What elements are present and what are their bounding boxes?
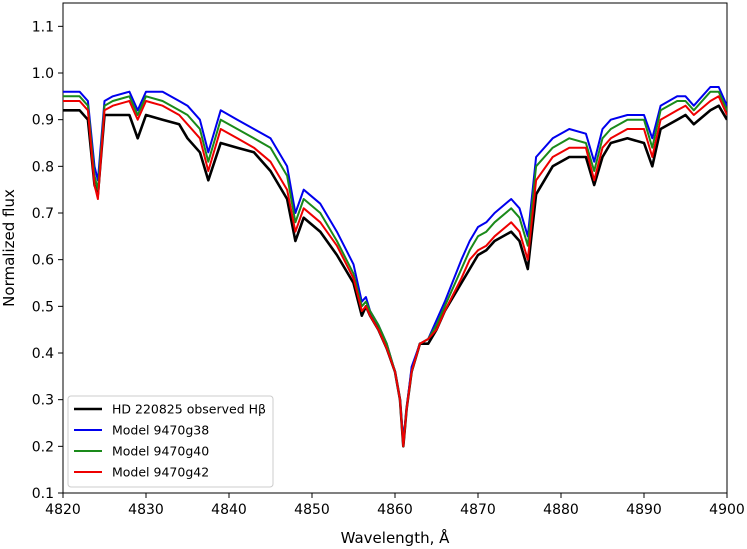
y-tick-label: 1.1 — [32, 19, 54, 35]
x-axis-ticks: 4820 4830 4840 4850 4860 4870 4880 4890 4900 — [45, 493, 745, 518]
series-line-3 — [63, 90, 727, 448]
x-tick-label: 4860 — [377, 502, 413, 518]
x-tick-label: 4830 — [128, 502, 164, 518]
legend-box — [67, 395, 274, 488]
x-tick-label: 4820 — [45, 502, 81, 518]
x-tick-label: 4890 — [626, 502, 662, 518]
x-tick-label: 4870 — [460, 502, 496, 518]
y-axis-label: Normalized flux — [0, 189, 18, 307]
legend-label: HD 220825 observed Hβ — [112, 402, 266, 417]
legend: HD 220825 observed Hβ Model 9470g38 Model … — [67, 395, 274, 488]
y-tick-label: 0.7 — [32, 206, 54, 222]
series-line-1 — [63, 104, 727, 448]
y-tick-label: 0.5 — [32, 299, 54, 315]
legend-label: Model 9470g38 — [112, 423, 209, 438]
y-tick-label: 0.9 — [32, 113, 54, 129]
x-tick-label: 4840 — [211, 502, 247, 518]
y-tick-label: 1.0 — [32, 66, 54, 82]
legend-label: Model 9470g40 — [112, 444, 209, 459]
series-group — [63, 86, 727, 448]
y-axis-ticks: 0.1 0.2 0.3 0.4 0.5 0.6 0.7 0.8 0.9 1.0 1.1 — [32, 19, 63, 502]
x-tick-label: 4850 — [294, 502, 330, 518]
y-tick-label: 0.3 — [32, 393, 54, 409]
y-tick-label: 0.6 — [32, 253, 54, 269]
y-tick-label: 0.2 — [32, 439, 54, 455]
y-tick-label: 0.1 — [32, 486, 54, 502]
x-axis-label: Wavelength, Å — [341, 528, 451, 547]
y-tick-label: 0.4 — [32, 346, 54, 362]
legend-label: Model 9470g42 — [112, 465, 209, 480]
y-tick-label: 0.8 — [32, 159, 54, 175]
x-tick-label: 4880 — [543, 502, 579, 518]
plot-area: 4820 4830 4840 4850 4860 4870 4880 4890 4900 0.1… — [32, 2, 745, 518]
series-line-4 — [63, 95, 727, 448]
series-line-2 — [63, 86, 727, 443]
x-tick-label: 4900 — [709, 502, 745, 518]
